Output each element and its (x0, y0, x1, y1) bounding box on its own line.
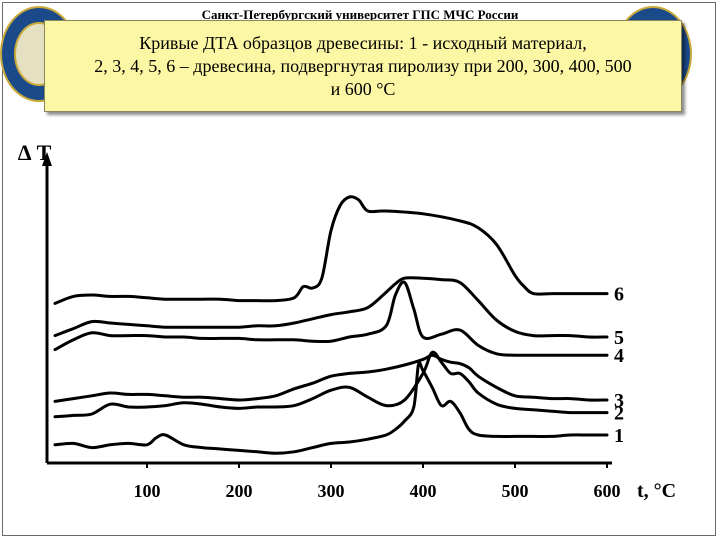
series-label-2: 2 (614, 403, 624, 425)
labels-layer: 123 45 6 (614, 284, 624, 447)
series-layer (53, 195, 609, 455)
x-tick-label-300: 300 (318, 481, 345, 501)
series-label-3: 3 (614, 390, 624, 412)
title-line-3: и 600 °С (330, 79, 396, 99)
series-line-1 (53, 361, 609, 455)
x-tick-label-100: 100 (134, 481, 161, 501)
series-label-5: 5 (614, 327, 624, 349)
series-line-2 (53, 350, 609, 419)
x-axis-label: t, °C (637, 480, 676, 502)
title-line-2: 2, 3, 4, 5, 6 – древесина, подвергнутая … (94, 56, 632, 76)
series-label-4: 4 (614, 345, 624, 367)
series-line-6 (53, 195, 609, 305)
x-tick-label-500: 500 (502, 481, 529, 501)
chart-axes: 100 200 300 400 500 600 (42, 152, 621, 501)
y-axis-label: ∆ T (18, 140, 52, 165)
series-label-1: 1 (614, 425, 624, 447)
y-axis-arrow (42, 152, 52, 166)
x-tick-label-400: 400 (410, 481, 437, 501)
slide-title: Кривые ДТА образцов древесины: 1 - исход… (44, 20, 682, 112)
x-tick-label-600: 600 (594, 481, 621, 501)
series-line-5 (53, 276, 609, 339)
series-label-6: 6 (614, 284, 624, 306)
x-tick-label-200: 200 (226, 481, 253, 501)
title-line-1: Кривые ДТА образцов древесины: 1 - исход… (139, 33, 587, 53)
university-name: Санкт-Петербургский университет ГПС МЧС … (201, 7, 519, 22)
series-line-4 (53, 280, 609, 357)
series-line-3 (53, 353, 609, 403)
